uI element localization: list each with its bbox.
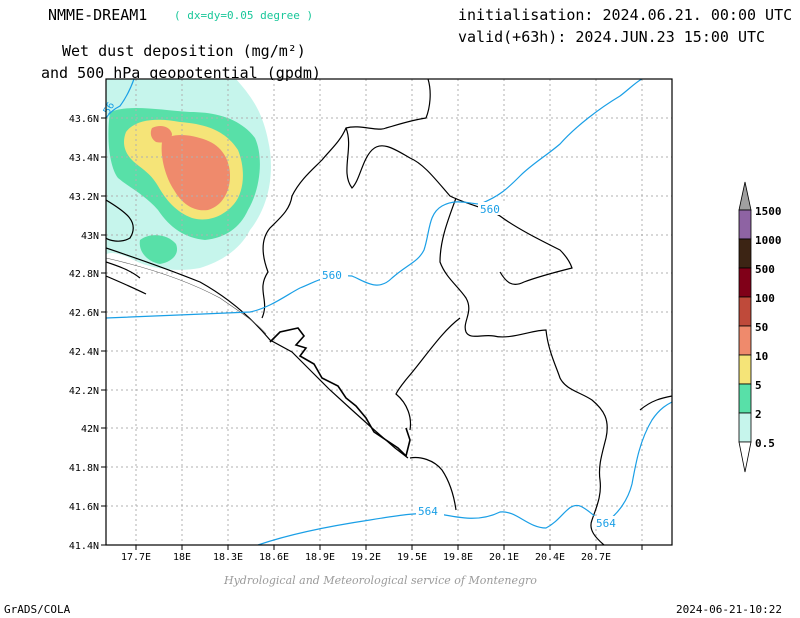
footer-timestamp: 2024-06-21-10:22	[676, 603, 782, 616]
colorbar-label: 5	[755, 379, 762, 392]
colorbar-swatch	[738, 296, 752, 327]
serbia-montenegro-border	[345, 127, 573, 285]
overlay-title: and 500 hPa geopotential (gpdm)	[41, 64, 321, 82]
colorbar-labels: 1500 1000 500 100 50 10 5 2 0.5	[755, 205, 782, 450]
lat-label: 42N	[81, 424, 99, 435]
initialisation-time: initialisation: 2024.06.21. 00:00 UTC	[458, 6, 793, 24]
lat-label: 42.6N	[69, 308, 99, 319]
colorbar-label: 10	[755, 350, 768, 363]
valid-time: valid(+63h): 2024.JUN.23 15:00 UTC	[458, 28, 766, 46]
geopotential-contours	[106, 79, 672, 545]
credit-line: Hydrological and Meteorological service …	[224, 574, 537, 587]
colorbar-swatch	[738, 354, 752, 385]
contour-label: 560	[480, 203, 500, 216]
lat-label: 43.4N	[69, 153, 99, 164]
lon-label: 20.7E	[581, 552, 611, 563]
lon-label: 19.8E	[443, 552, 473, 563]
lon-label: 20.1E	[489, 552, 519, 563]
lat-label: 41.8N	[69, 463, 99, 474]
lat-label: 42.4N	[69, 347, 99, 358]
colorbar-swatch	[738, 325, 752, 356]
variable-title: Wet dust deposition (mg/m²)	[62, 42, 306, 60]
coastline	[106, 247, 409, 459]
borders-coastline	[106, 79, 672, 545]
lat-label: 41.6N	[69, 502, 99, 513]
model-name: NMME-DREAM1	[48, 6, 148, 24]
colorbar-label: 1000	[755, 234, 782, 247]
dust-level-2-south	[139, 235, 178, 264]
contour-564	[257, 401, 672, 545]
lat-label: 42.8N	[69, 269, 99, 280]
colorbar	[738, 181, 752, 473]
kosovo-border	[439, 197, 608, 439]
greece-border	[639, 395, 672, 411]
croatia-border	[106, 199, 134, 242]
lat-label: 43N	[81, 231, 99, 242]
lon-label: 19.5E	[397, 552, 427, 563]
lon-label: 18.3E	[213, 552, 243, 563]
contour-labels: 560 560 564 564 56	[102, 101, 622, 530]
italy-coast	[106, 261, 147, 295]
dust-level-10-small	[150, 126, 172, 143]
lat-label: 41.4N	[69, 541, 99, 552]
axis-ticks	[101, 117, 643, 550]
lat-label: 43.6N	[69, 114, 99, 125]
colorbar-label: 50	[755, 321, 768, 334]
albania-border	[395, 317, 461, 431]
contour-label: 564	[418, 505, 438, 518]
latitude-labels: 43.6N 43.4N 43.2N 43N 42.8N 42.6N 42.4N …	[69, 114, 99, 552]
colorbar-swatch	[738, 209, 752, 240]
dust-level-10	[161, 135, 230, 211]
border-fine	[106, 257, 267, 335]
footer-software: GrADS/COLA	[4, 603, 71, 616]
lat-label: 42.2N	[69, 386, 99, 397]
lon-label: 18.9E	[305, 552, 335, 563]
contour-560-edge	[106, 79, 135, 119]
colorbar-label: 0.5	[755, 437, 775, 450]
lon-label: 17.7E	[121, 552, 151, 563]
colorbar-label: 500	[755, 263, 775, 276]
lon-label: 18.6E	[259, 552, 289, 563]
colorbar-swatch	[738, 267, 752, 298]
colorbar-swatch	[738, 238, 752, 269]
colorbar-label: 2	[755, 408, 762, 421]
bih-montenegro-border	[261, 79, 431, 319]
coastline-detail	[269, 327, 411, 458]
north-macedonia-border	[590, 437, 607, 545]
lon-label: 20.4E	[535, 552, 565, 563]
contour-560-north	[106, 79, 643, 319]
contour-label: 564	[596, 517, 616, 530]
colorbar-top-arrow	[738, 181, 752, 211]
lon-label: 19.2E	[351, 552, 381, 563]
colorbar-label: 1500	[755, 205, 782, 218]
lon-label: 18E	[173, 552, 191, 563]
lat-label: 43.2N	[69, 192, 99, 203]
colorbar-swatch	[738, 383, 752, 414]
contour-label: 560	[322, 269, 342, 282]
grid-resolution: ( dx=dy=0.05 degree )	[174, 9, 314, 22]
colorbar-swatch	[738, 412, 752, 443]
colorbar-label: 100	[755, 292, 775, 305]
colorbar-bottom-arrow	[738, 441, 752, 473]
dust-deposition-field	[106, 79, 271, 270]
longitude-labels: 17.7E 18E 18.3E 18.6E 18.9E 19.2E 19.5E …	[121, 552, 611, 563]
albania-coast	[409, 456, 457, 511]
